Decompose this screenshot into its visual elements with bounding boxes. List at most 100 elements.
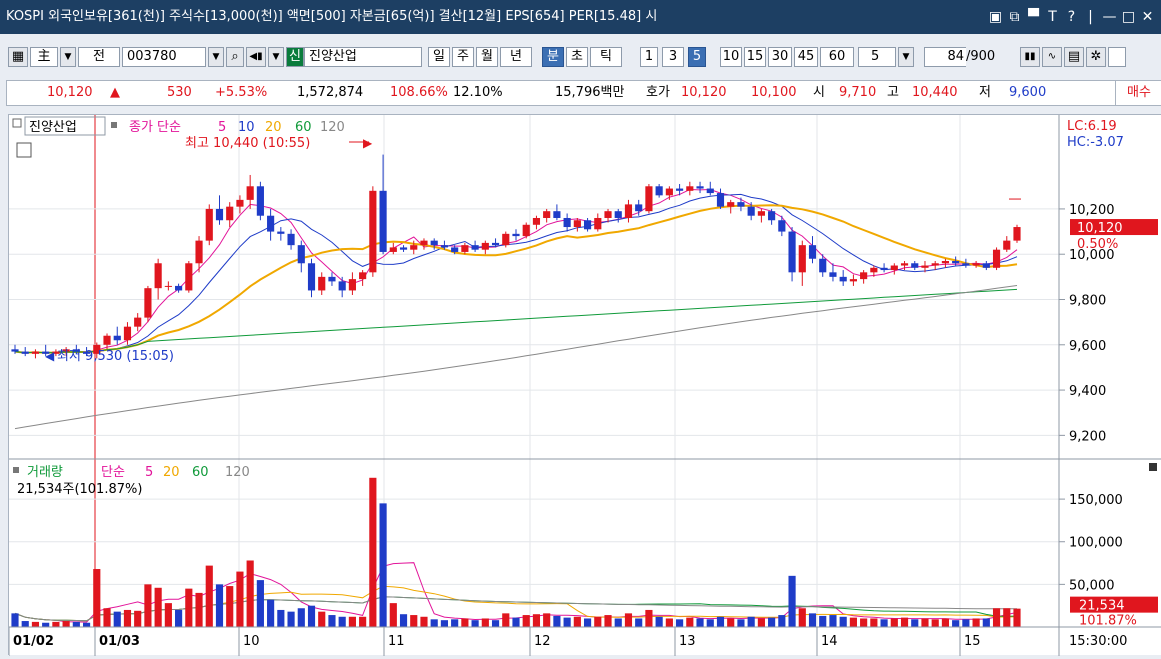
volume-ma-legend-120: 120 [225,465,250,480]
indicator-icon[interactable]: ∿ [1042,47,1062,67]
stock-code-input[interactable]: 003780 [122,47,206,67]
tab-month[interactable]: 월 [476,47,498,67]
tab-minute[interactable]: 분 [542,47,564,67]
volume-bar [31,621,40,627]
candle-body [195,240,203,264]
tab-week[interactable]: 주 [452,47,474,67]
count-input[interactable]: 84 [924,47,966,67]
candle-body [144,288,152,318]
candle-body [113,335,121,341]
volume-bar [880,619,888,627]
new-window-icon[interactable]: ⧉ [1009,9,1020,25]
candle-body [788,231,796,273]
sound-icon[interactable]: ◀▮ [246,47,266,67]
volume-bar [604,615,612,627]
candle-settings-icon[interactable]: ▮▮ [1020,47,1040,67]
volume-bar [379,503,387,627]
buy-button[interactable]: 매수 [1115,81,1161,105]
volume-tick-label: 50,000 [1069,578,1115,593]
volume-bar [614,618,622,627]
toolbar: ▦ 主 ▼ 전 003780 ▼ ⌕ ◀▮ ▼ 신 진양산업 일 주 월 년 분… [0,38,1161,74]
minute-45-button[interactable]: 45 [794,47,818,67]
candle-body [11,349,19,352]
candle-body [992,249,1001,268]
date-label: 14 [821,634,838,649]
search-icon[interactable]: ⌕ [226,47,244,67]
candle-body [256,186,264,216]
interval-input[interactable]: 5 [858,47,896,67]
candle-body [502,233,510,246]
tab-second[interactable]: 초 [566,47,588,67]
market-select[interactable]: 主 [30,47,58,67]
volume-bar [778,615,786,627]
candle-body [655,186,663,196]
tab-year[interactable]: 년 [500,47,532,67]
candle-body [379,190,387,252]
candle-body [696,186,704,189]
candle-body [205,208,213,241]
candle-body [737,202,745,207]
volume-bar [768,617,776,627]
candle-body [1003,240,1011,250]
volume-bar [52,621,60,627]
text-icon[interactable]: T [1048,9,1057,25]
date-label: 01/02 [13,634,54,649]
help-icon[interactable]: ? [1067,9,1076,25]
volume-bar [134,610,142,627]
candle-body [93,344,101,354]
candle-body [819,258,827,273]
code-dropdown-icon[interactable]: ▼ [208,47,224,67]
maximize-icon[interactable]: □ [1121,9,1136,25]
grid-icon[interactable]: ▦ [8,47,28,67]
volume-bar [11,613,19,627]
gear-icon[interactable]: ✲ [1086,47,1106,67]
interval-dropdown-icon[interactable]: ▼ [898,47,914,67]
minute-60-button[interactable]: 60 [820,47,854,67]
legend-box-icon [12,118,22,128]
candle-body [962,263,970,266]
volume-bar [420,616,428,627]
checkbox[interactable] [1108,47,1126,67]
candle-body [635,204,643,212]
price-tick-label: 9,800 [1069,294,1106,309]
ma-legend-20: 20 [265,120,282,135]
candle-body [686,186,694,191]
stock-name[interactable]: 진양산업 [304,47,422,67]
candle-body [921,265,929,268]
hc-label: HC:-3.07 [1067,135,1124,150]
tab-tick[interactable]: 틱 [590,47,622,67]
save-icon[interactable]: ▤ [1064,47,1084,67]
candle-body [72,349,80,352]
minute-30-button[interactable]: 30 [768,47,792,67]
minimize-icon[interactable]: — [1102,9,1117,25]
current-price: 10,120 [47,85,93,100]
volume-bar [952,620,960,627]
minute-1-button[interactable]: 1 [640,47,658,67]
candle-body [890,265,898,271]
volume-bar [205,565,213,627]
close-icon[interactable]: ✕ [1141,9,1154,25]
tab-day[interactable]: 일 [428,47,450,67]
layout-icon[interactable]: ▣ [988,9,1003,25]
prev-button[interactable]: 전 [78,47,120,67]
candle-body [348,279,356,291]
minute-5-button[interactable]: 5 [688,47,706,67]
volume-tick-label: 150,000 [1069,493,1123,508]
pane-close-icon [1149,463,1157,471]
candle-body [481,242,489,250]
candle-body [747,206,755,216]
volume-bar [461,618,469,627]
volume-bar [747,616,755,627]
ma-legend-5: 5 [218,120,226,135]
candle-body [215,208,224,221]
current-price-label: 10,120 [1077,221,1123,236]
sound-dropdown-icon[interactable]: ▼ [268,47,284,67]
market-dropdown-icon[interactable]: ▼ [60,47,76,67]
candle-body [277,231,285,234]
minute-3-button[interactable]: 3 [662,47,684,67]
pin-icon[interactable]: ▀ [1028,9,1039,25]
minute-10-button[interactable]: 10 [720,47,742,67]
minute-15-button[interactable]: 15 [744,47,766,67]
count-total: /900 [966,49,996,64]
volume-bar [849,617,857,627]
